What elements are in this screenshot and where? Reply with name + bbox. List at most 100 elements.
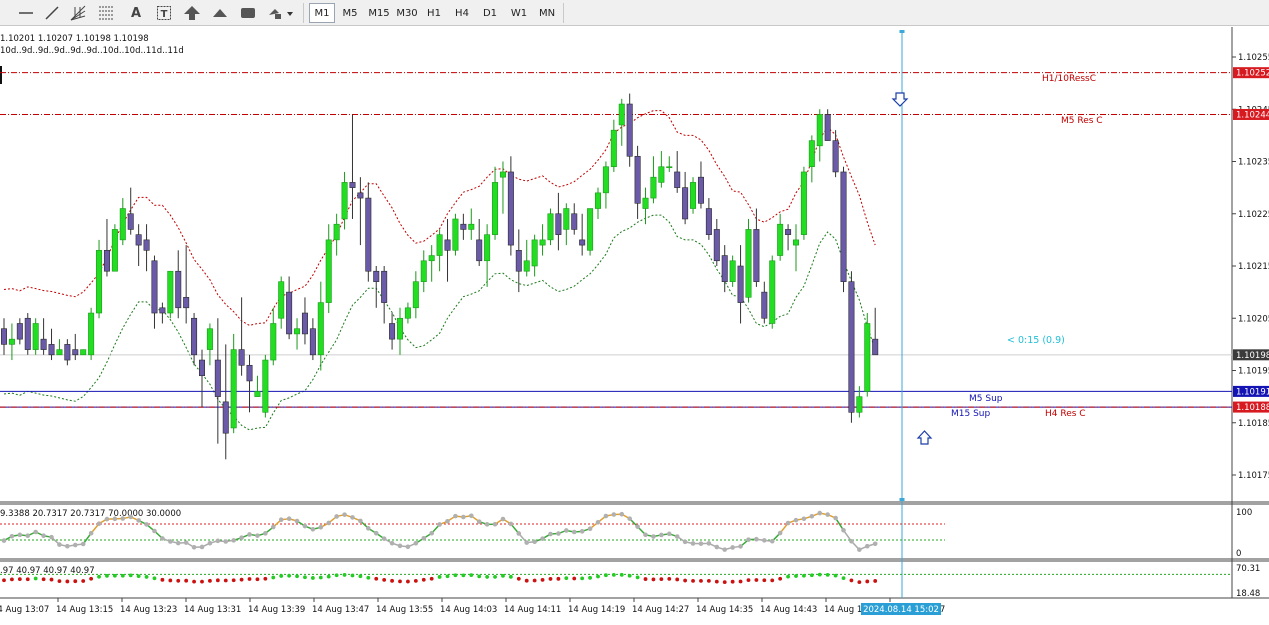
- stochastic-point: [857, 547, 862, 552]
- bull-candle-body: [792, 239, 799, 246]
- indicator2-dot: [857, 580, 862, 585]
- bear-candle-body: [103, 250, 110, 272]
- bull-candle-body: [658, 166, 665, 183]
- timeframe-h4[interactable]: H4: [455, 7, 469, 19]
- stochastic-point: [872, 541, 878, 547]
- timeframe-w1[interactable]: W1: [510, 7, 528, 19]
- bull-candle-body: [594, 192, 601, 209]
- bear-candle-body: [507, 171, 514, 246]
- indicator2-dot: [754, 578, 759, 582]
- bull-candle-body: [690, 182, 697, 209]
- arrow-tool-icon[interactable]: [180, 2, 204, 24]
- stochastic-point: [635, 524, 640, 529]
- stochastic-point: [1, 538, 7, 543]
- timeframe-m1[interactable]: M1: [309, 3, 335, 23]
- stochastic-point: [468, 513, 474, 519]
- candle: [325, 224, 332, 314]
- indicator2-dot: [461, 573, 466, 578]
- bear-candle-body: [579, 239, 586, 246]
- bear-candle-body: [381, 270, 388, 303]
- timeframe-d1[interactable]: D1: [482, 7, 498, 19]
- time-tick-label: 14 Aug 13:55: [376, 605, 433, 615]
- indicator2-dot: [390, 578, 394, 583]
- stochastic-point: [358, 518, 363, 524]
- vertical-marker-handle[interactable]: [899, 30, 905, 33]
- level-label-h1-res: H1/10RessC: [1042, 74, 1096, 84]
- indicator2-dot: [493, 574, 497, 579]
- candle: [206, 323, 213, 366]
- candle: [571, 203, 578, 235]
- indicator2-dot: [508, 574, 513, 579]
- bear-candle-body: [674, 171, 681, 188]
- time-tick-label: 14 Aug 13:23: [120, 605, 177, 615]
- indicator2-dot: [136, 574, 141, 579]
- candle: [808, 135, 815, 183]
- stochastic-point: [41, 533, 46, 539]
- indicator2-dot: [841, 576, 846, 581]
- stochastic-point: [373, 530, 379, 536]
- indicator2-dot: [366, 575, 371, 580]
- bull-candle-body: [547, 213, 554, 241]
- stochastic-point: [128, 514, 134, 520]
- rectangle-tool-icon[interactable]: [236, 2, 260, 24]
- fibonacci-fan-tool-icon[interactable]: [66, 2, 90, 24]
- indicator2-tick-high: 70.31: [1236, 564, 1260, 574]
- candle: [713, 218, 720, 266]
- bear-candle-body: [238, 349, 245, 366]
- candle: [278, 276, 285, 329]
- indicator2-dot: [429, 576, 434, 581]
- stochastic-point: [144, 522, 149, 527]
- price-chart[interactable]: 1.10201 1.10207 1.10198 1.10198 10d..9d.…: [0, 27, 1269, 625]
- stochastic-point: [17, 532, 23, 538]
- arrow-down-tool-icon[interactable]: [208, 2, 232, 24]
- candle: [610, 119, 617, 172]
- candle: [222, 344, 229, 460]
- candle: [539, 224, 546, 256]
- candle: [563, 203, 570, 246]
- indicator2-dot: [17, 577, 22, 581]
- bull-candle-body: [587, 208, 594, 251]
- stochastic-point: [318, 525, 324, 530]
- bull-candle-body: [563, 208, 570, 230]
- timeframe-m5[interactable]: M5: [342, 7, 358, 19]
- candle: [135, 224, 142, 266]
- indicator2-dot: [675, 577, 680, 582]
- timeframe-m15[interactable]: M15: [368, 7, 390, 19]
- price-tick-label: 1.10195: [1238, 367, 1269, 377]
- candle: [127, 187, 134, 235]
- bull-candle-body: [294, 328, 301, 335]
- fibonacci-retracement-tool-icon[interactable]: [94, 2, 118, 24]
- ohlc-header: 1.10201 1.10207 1.10198 1.10198: [0, 34, 149, 44]
- bull-candle-body: [610, 129, 617, 168]
- candle: [349, 114, 356, 219]
- indicator2-dot: [643, 577, 648, 581]
- candle: [650, 156, 657, 204]
- text-label-tool-icon[interactable]: T: [152, 2, 176, 24]
- bull-candle-body: [618, 103, 625, 126]
- bull-candle-body: [412, 281, 419, 309]
- stochastic-point: [611, 512, 617, 517]
- bear-candle-body: [515, 250, 522, 272]
- text-tool-icon[interactable]: A: [130, 5, 142, 21]
- indicator2-dot: [469, 573, 474, 578]
- bear-candle-body: [16, 323, 23, 340]
- bear-candle-body: [301, 312, 308, 335]
- candle: [602, 161, 609, 209]
- trendline-tool-icon[interactable]: [40, 2, 64, 24]
- timeframe-m30[interactable]: M30: [396, 7, 418, 19]
- timeframe-mn[interactable]: MN: [538, 7, 556, 19]
- bull-candle-body: [270, 323, 277, 361]
- indicator2-dot: [770, 578, 775, 583]
- line-tool-icon[interactable]: [14, 2, 38, 24]
- timeframe-h1[interactable]: H1: [427, 7, 441, 19]
- stochastic-point: [120, 516, 126, 521]
- shapes-dropdown-icon[interactable]: [264, 2, 296, 24]
- time-tick-label: 14 Aug 13:07: [0, 605, 49, 615]
- indicator2-dot: [10, 577, 14, 582]
- bull-candle-body: [499, 171, 506, 178]
- vertical-marker-handle[interactable]: [899, 498, 905, 501]
- stochastic-point: [183, 540, 189, 545]
- bear-candle-body: [571, 213, 578, 230]
- indicator2-dot: [25, 577, 30, 582]
- indicator2-dot: [501, 573, 505, 578]
